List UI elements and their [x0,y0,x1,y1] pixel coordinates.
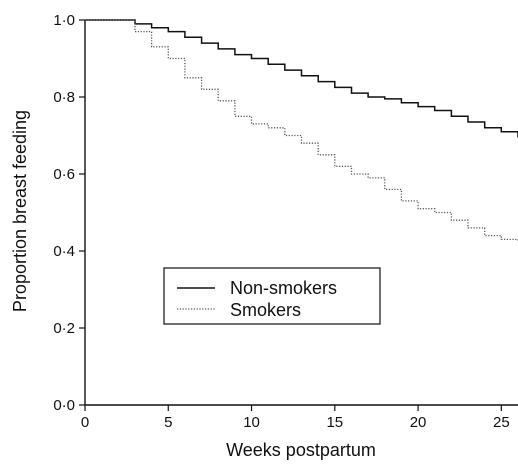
x-tick-label: 20 [410,414,427,431]
x-tick-label: 5 [164,414,172,431]
axes [84,20,518,406]
ticks: 0 5 10 15 20 25 0·0 0·2 0·4 0·6 0·8 1·0 [53,12,509,431]
legend-box [163,267,381,325]
legend-label-smokers: Smokers [230,300,301,320]
x-tick-label: 0 [81,414,89,431]
legend-label-non-smokers: Non-smokers [230,278,337,298]
y-tick-label: 0·8 [53,89,75,106]
x-tick-label: 10 [243,414,260,431]
y-tick-label: 0·6 [53,166,75,183]
series-line-non-smokers [85,19,518,138]
x-tick-label: 15 [326,414,343,431]
series-line-smokers [85,19,518,242]
y-tick-label: 0·0 [53,397,75,414]
legend: Non-smokers Smokers [163,267,381,325]
y-axis-title: Proportion breast feeding [10,110,30,312]
x-axis-title: Weeks postpartum [226,440,376,460]
series-lines [85,19,518,242]
y-tick-label: 0·4 [53,243,75,260]
y-tick-label: 1·0 [53,12,75,29]
x-tick-label: 25 [493,414,510,431]
y-tick-label: 0·2 [53,320,75,337]
